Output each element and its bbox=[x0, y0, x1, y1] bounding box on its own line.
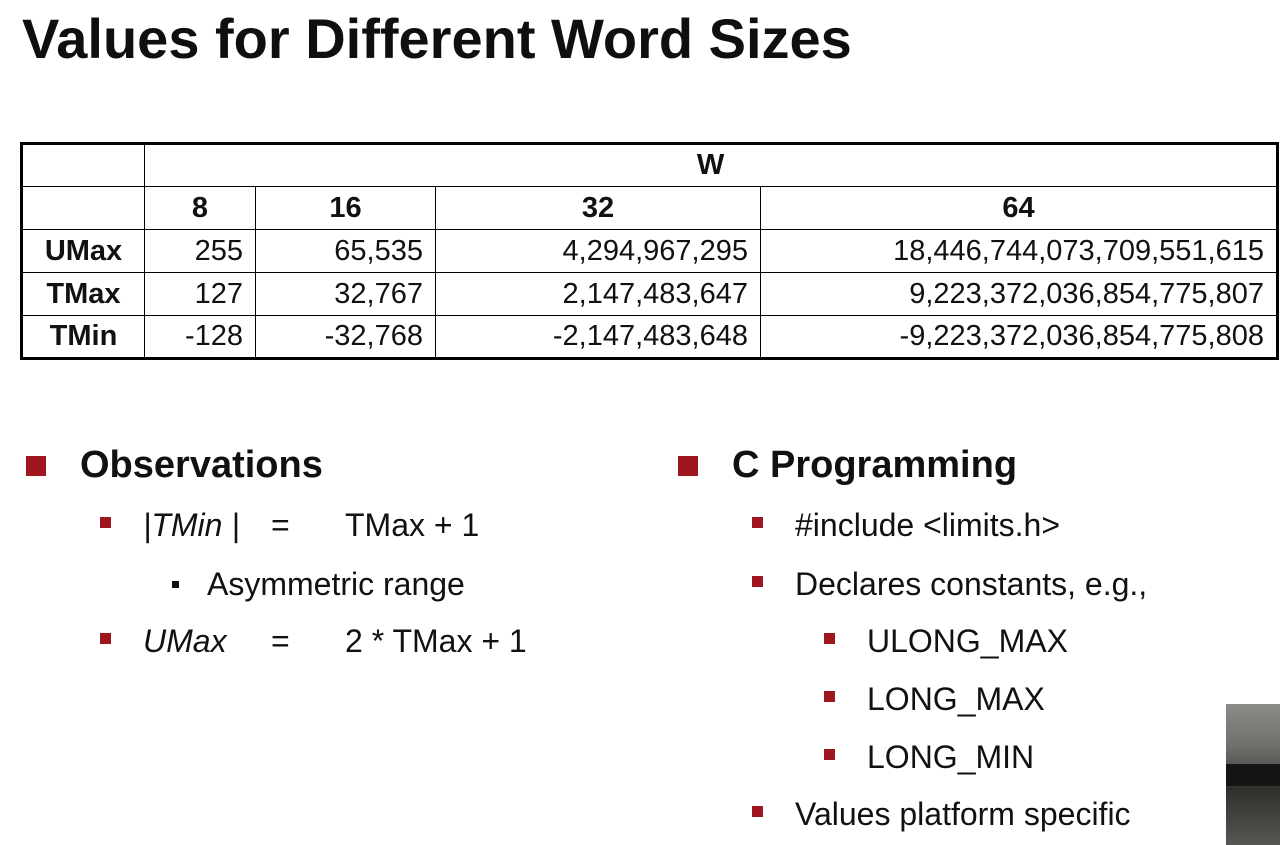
observations-heading-text: Observations bbox=[80, 444, 323, 486]
word-size-table: W 8 16 32 64 UMax 255 65,535 4,294,967,2… bbox=[20, 142, 1279, 360]
table-cell: 2,147,483,647 bbox=[435, 272, 761, 316]
slide-title: Values for Different Word Sizes bbox=[22, 7, 852, 70]
column-header: 64 bbox=[760, 186, 1278, 230]
constant-ulong-max: ULONG_MAX bbox=[824, 623, 1068, 660]
bullet-square-icon bbox=[100, 633, 111, 644]
column-header: 8 bbox=[144, 186, 256, 230]
c-item-include: #include <limits.h> bbox=[752, 507, 1060, 544]
bullet-square-icon bbox=[26, 455, 46, 476]
c-item-text: #include <limits.h> bbox=[795, 507, 1061, 543]
row-header: TMax bbox=[21, 272, 145, 316]
bullet-square-icon bbox=[752, 806, 763, 817]
bullet-square-icon bbox=[100, 517, 111, 528]
table-cell: -128 bbox=[144, 315, 256, 359]
table-cell: 4,294,967,295 bbox=[435, 229, 761, 273]
formula-rhs: TMax + 1 bbox=[345, 507, 480, 543]
presenter-video-thumbnail bbox=[1226, 704, 1280, 845]
formula-rhs: 2 * TMax + 1 bbox=[345, 623, 527, 659]
table-cell: 18,446,744,073,709,551,615 bbox=[760, 229, 1278, 273]
observation-sub-bullet: Asymmetric range bbox=[172, 566, 465, 603]
constant-long-max: LONG_MAX bbox=[824, 681, 1045, 718]
table-cell: -2,147,483,648 bbox=[435, 315, 761, 359]
bullet-square-icon bbox=[824, 633, 835, 644]
observation-formula-tmin: |TMin | = TMax + 1 bbox=[100, 507, 479, 544]
table-row: TMin -128 -32,768 -2,147,483,648 -9,223,… bbox=[21, 315, 1278, 359]
table-cell: -32,768 bbox=[255, 315, 436, 359]
sub-bullet-text: Asymmetric range bbox=[207, 566, 465, 602]
bullet-square-icon bbox=[752, 576, 763, 587]
table-corner-cell bbox=[21, 143, 145, 187]
table-group-header: W bbox=[144, 143, 1278, 187]
formula: UMax = 2 * TMax + 1 bbox=[143, 623, 527, 660]
video-dark-band bbox=[1226, 764, 1280, 786]
bullet-square-icon bbox=[824, 691, 835, 702]
formula-lhs: |TMin | bbox=[143, 507, 240, 543]
table-cell: -9,223,372,036,854,775,808 bbox=[760, 315, 1278, 359]
c-programming-heading: C Programming bbox=[678, 444, 1017, 487]
c-item-platform: Values platform specific bbox=[752, 796, 1131, 833]
c-programming-heading-text: C Programming bbox=[732, 444, 1018, 486]
bullet-small-icon bbox=[172, 581, 179, 588]
c-item-declares: Declares constants, e.g., bbox=[752, 566, 1147, 603]
table-row: UMax 255 65,535 4,294,967,295 18,446,744… bbox=[21, 229, 1278, 273]
row-header: UMax bbox=[21, 229, 145, 273]
constant-text: LONG_MAX bbox=[867, 681, 1045, 717]
observations-heading: Observations bbox=[26, 444, 323, 487]
constant-long-min: LONG_MIN bbox=[824, 739, 1034, 776]
table-cell: 127 bbox=[144, 272, 256, 316]
bullet-square-icon bbox=[824, 749, 835, 760]
table-corner-cell bbox=[21, 186, 145, 230]
formula-equals: = bbox=[271, 507, 290, 543]
table-header-row: 8 16 32 64 bbox=[21, 186, 1278, 230]
table-cell: 255 bbox=[144, 229, 256, 273]
table-cell: 65,535 bbox=[255, 229, 436, 273]
table-group-header-row: W bbox=[21, 143, 1278, 187]
c-item-text: Values platform specific bbox=[795, 796, 1131, 832]
formula: |TMin | = TMax + 1 bbox=[143, 507, 479, 544]
bullet-square-icon bbox=[678, 455, 698, 476]
c-item-text: Declares constants, e.g., bbox=[795, 566, 1148, 602]
constant-text: LONG_MIN bbox=[867, 739, 1035, 775]
formula-equals: = bbox=[271, 623, 290, 659]
row-header: TMin bbox=[21, 315, 145, 359]
constant-text: ULONG_MAX bbox=[867, 623, 1068, 659]
column-header: 16 bbox=[255, 186, 436, 230]
table-row: TMax 127 32,767 2,147,483,647 9,223,372,… bbox=[21, 272, 1278, 316]
column-header: 32 bbox=[435, 186, 761, 230]
bullet-square-icon bbox=[752, 517, 763, 528]
observation-formula-umax: UMax = 2 * TMax + 1 bbox=[100, 623, 527, 660]
formula-lhs: UMax bbox=[143, 623, 227, 659]
table-cell: 9,223,372,036,854,775,807 bbox=[760, 272, 1278, 316]
table-cell: 32,767 bbox=[255, 272, 436, 316]
